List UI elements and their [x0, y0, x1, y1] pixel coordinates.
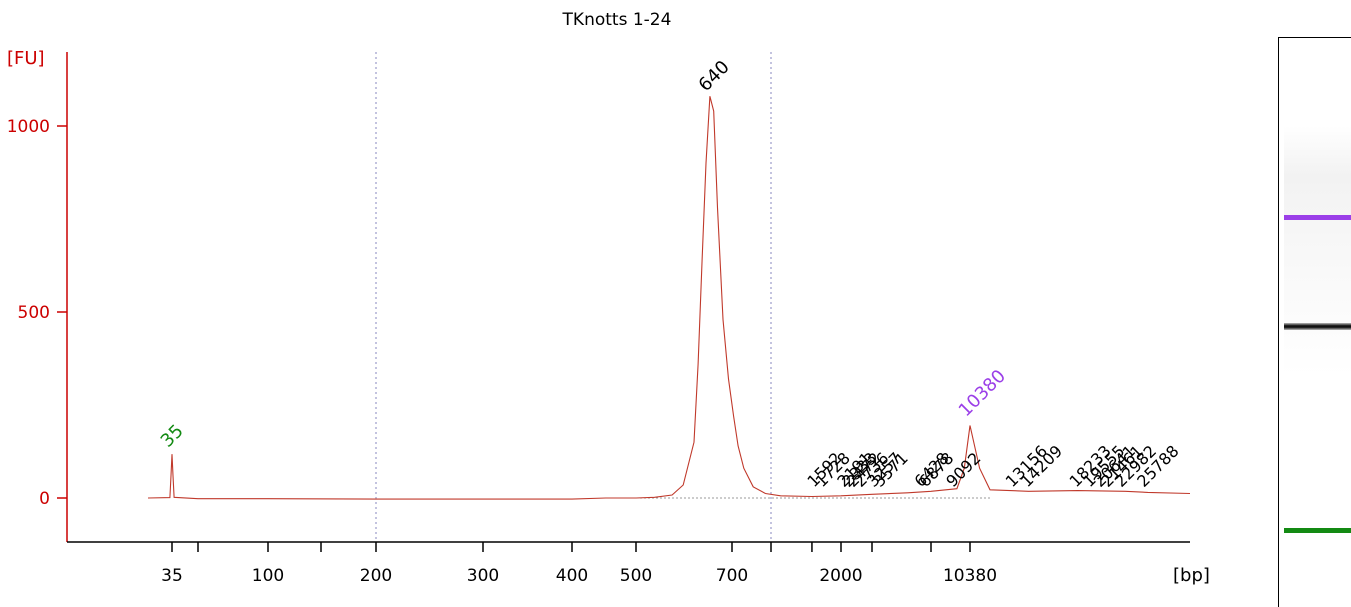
electropherogram-chart: TKnotts 1-24 [FU] [bp] 0 500 1000 35 100 200… [7, 10, 1210, 586]
chart-title: TKnotts 1-24 [562, 10, 672, 30]
peak-labels: 6403510380159217282191233324722736325735… [157, 57, 1183, 491]
x-axis-ticks: 35 100 200 300 400 500 700 2000 10380 [161, 542, 997, 586]
electropherogram-trace [147, 96, 1191, 500]
x-tick-label: 400 [556, 566, 588, 586]
gel-band-lower-marker [1284, 528, 1351, 534]
upper-marker-label: 10380 [955, 366, 1010, 421]
x-tick-label: 10380 [943, 566, 997, 586]
reference-lines [375, 52, 772, 542]
gel-lane [1278, 37, 1351, 607]
x-axis-label: [bp] [1173, 565, 1210, 586]
gel-lane-smear [1284, 126, 1351, 376]
x-tick-label: 700 [716, 566, 748, 586]
main-peak-label: 640 [695, 57, 734, 96]
x-tick-label: 500 [620, 566, 652, 586]
y-tick-label: 500 [18, 303, 50, 323]
gel-band-sample-main [1284, 323, 1351, 330]
x-tick-label: 100 [252, 566, 284, 586]
y-axis-label: [FU] [7, 48, 45, 69]
y-tick-label: 0 [39, 489, 50, 509]
x-tick-label: 200 [360, 566, 392, 586]
x-tick-label: 2000 [819, 566, 862, 586]
y-axis-ticks: 0 500 1000 [7, 117, 67, 509]
x-tick-label: 300 [467, 566, 499, 586]
y-tick-label: 1000 [7, 117, 50, 137]
lower-marker-label: 35 [157, 421, 188, 452]
gel-band-upper-marker [1284, 214, 1351, 220]
x-tick-label: 35 [161, 566, 183, 586]
